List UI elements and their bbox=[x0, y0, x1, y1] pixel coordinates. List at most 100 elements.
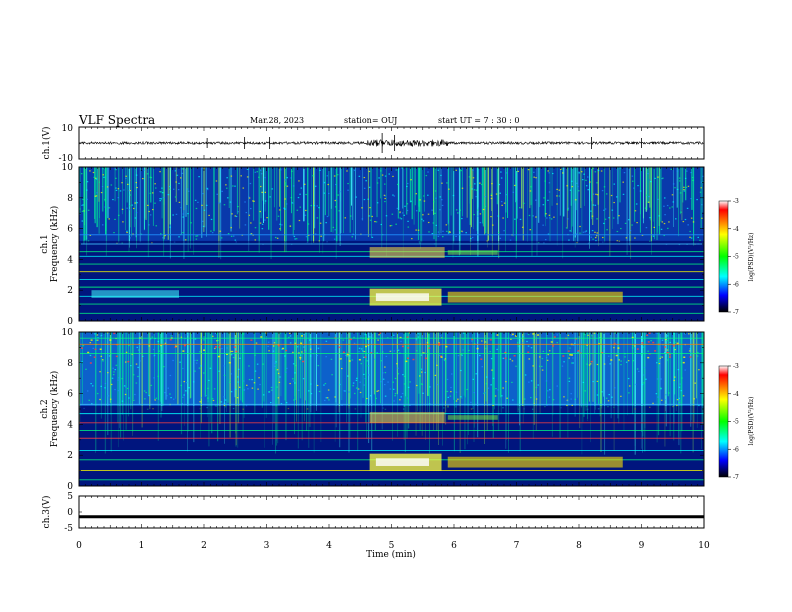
speckle bbox=[272, 345, 275, 347]
speckle bbox=[125, 386, 127, 388]
speckle bbox=[402, 374, 404, 376]
speckle bbox=[676, 170, 679, 172]
speckle bbox=[118, 377, 120, 379]
speckle bbox=[93, 176, 95, 178]
speckle bbox=[284, 208, 286, 210]
speckle bbox=[634, 345, 636, 347]
speckle bbox=[446, 182, 448, 184]
colorbar-tick-label: -5 bbox=[733, 419, 739, 426]
speckle bbox=[89, 170, 91, 172]
speckle bbox=[218, 370, 221, 372]
speckle bbox=[304, 349, 307, 351]
speckle bbox=[359, 381, 361, 383]
speckle bbox=[529, 229, 532, 231]
speckle bbox=[605, 193, 608, 195]
speckle bbox=[678, 397, 681, 399]
speckle-hot bbox=[440, 356, 443, 358]
x-tick-label: 2 bbox=[201, 541, 207, 551]
speckle bbox=[327, 332, 329, 334]
speckle bbox=[692, 179, 694, 181]
speckle bbox=[583, 333, 586, 336]
speckle bbox=[684, 177, 687, 180]
speckle bbox=[326, 215, 329, 218]
speckle bbox=[259, 383, 261, 386]
speckle bbox=[614, 332, 617, 334]
speckle bbox=[305, 209, 307, 212]
speckle bbox=[551, 172, 554, 175]
speckle-hot bbox=[601, 352, 604, 354]
speckle bbox=[417, 229, 420, 231]
speckle-hot bbox=[428, 347, 431, 349]
speckle bbox=[690, 338, 692, 340]
upper-band-region bbox=[79, 332, 704, 406]
speckle bbox=[688, 350, 691, 352]
speckle bbox=[666, 335, 669, 337]
speckle-hot bbox=[94, 348, 97, 350]
speckle bbox=[491, 369, 493, 371]
speckle bbox=[438, 342, 440, 344]
speckle bbox=[117, 197, 120, 199]
speckle bbox=[294, 238, 296, 240]
speckle bbox=[195, 235, 197, 237]
speckle bbox=[184, 239, 187, 241]
speckle bbox=[418, 333, 420, 335]
speckle bbox=[595, 193, 597, 195]
speckle bbox=[244, 224, 247, 226]
speckle bbox=[663, 205, 665, 207]
speckle bbox=[481, 366, 484, 368]
speckle bbox=[568, 239, 570, 241]
speckle bbox=[267, 345, 269, 347]
speckle bbox=[101, 359, 104, 361]
speckle bbox=[676, 188, 679, 191]
speckle-hot bbox=[90, 339, 93, 341]
speckle bbox=[289, 382, 291, 385]
speckle bbox=[572, 362, 574, 364]
speckle bbox=[475, 189, 478, 191]
speckle bbox=[248, 196, 250, 198]
speckle bbox=[367, 344, 370, 347]
speckle bbox=[221, 190, 223, 192]
speckle-hot bbox=[250, 339, 253, 341]
speckle bbox=[194, 199, 197, 201]
speckle bbox=[344, 217, 347, 219]
speckle bbox=[523, 398, 526, 400]
speckle bbox=[383, 183, 386, 185]
speckle bbox=[259, 222, 262, 224]
speckle bbox=[399, 212, 401, 214]
speckle bbox=[363, 176, 366, 179]
speckle bbox=[659, 357, 661, 359]
speckle bbox=[223, 402, 226, 404]
speckle bbox=[348, 391, 350, 393]
colorbar-tick-label: -7 bbox=[733, 309, 739, 316]
speckle bbox=[223, 365, 226, 367]
speckle bbox=[161, 192, 164, 194]
speckle bbox=[229, 201, 232, 203]
speckle bbox=[347, 182, 349, 185]
speckle bbox=[285, 371, 287, 373]
speckle-hot bbox=[358, 358, 361, 361]
speckle bbox=[201, 220, 204, 222]
speckle bbox=[325, 397, 328, 399]
speckle bbox=[96, 192, 98, 194]
speckle bbox=[490, 357, 493, 360]
speckle bbox=[169, 185, 171, 188]
speckle bbox=[684, 218, 687, 221]
speckle bbox=[541, 369, 544, 371]
speckle bbox=[313, 204, 315, 207]
speckle bbox=[126, 230, 128, 232]
speckle bbox=[296, 346, 299, 348]
speckle bbox=[334, 396, 336, 398]
speckle bbox=[168, 188, 171, 190]
speckle bbox=[196, 235, 199, 237]
speckle bbox=[700, 181, 703, 183]
speckle bbox=[417, 336, 420, 338]
speckle bbox=[187, 190, 190, 192]
x-tick-label: 8 bbox=[576, 541, 582, 551]
speckle bbox=[411, 238, 413, 240]
speckle bbox=[155, 397, 158, 399]
speckle bbox=[473, 189, 476, 191]
speckle bbox=[445, 224, 448, 226]
speckle-hot bbox=[183, 344, 186, 347]
speckle bbox=[180, 336, 183, 338]
speckle bbox=[251, 387, 254, 389]
